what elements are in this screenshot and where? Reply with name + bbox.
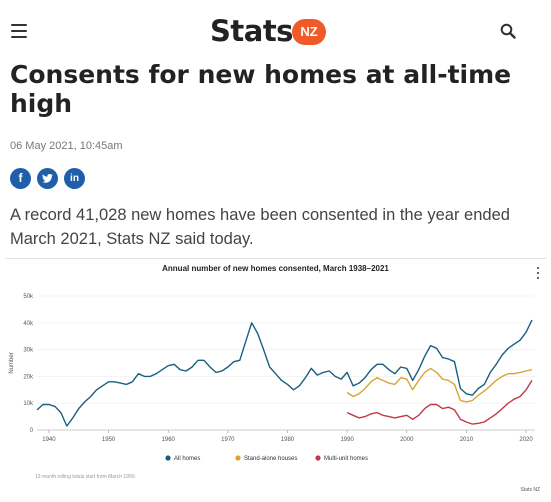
facebook-share-button[interactable]: f xyxy=(10,168,31,189)
y-tick-label: 30k xyxy=(23,348,34,354)
x-tick-label: 1960 xyxy=(162,437,176,443)
x-tick-label: 1980 xyxy=(281,437,295,443)
line-chart: 0 10k 20k 30k 40k 50k 1940 1950 1960 1970 1980 1990… xyxy=(9,294,535,462)
y-tick-label: 10k xyxy=(23,401,34,407)
x-tick-label: 1970 xyxy=(221,437,235,443)
series-line-stand-alone-houses xyxy=(346,367,533,403)
twitter-icon xyxy=(42,172,53,186)
y-tick-label: 40k xyxy=(23,321,34,327)
hamburger-menu-icon[interactable] xyxy=(11,24,27,38)
chart-title: Annual number of new homes consented, Ma… xyxy=(162,264,389,273)
x-tick-label: 1940 xyxy=(42,437,56,443)
site-header: Stats NZ xyxy=(0,0,551,62)
x-tick-label: 2000 xyxy=(400,437,414,443)
legend-label: Stand-alone houses xyxy=(244,456,297,462)
lead-paragraph: A record 41,028 new homes have been cons… xyxy=(10,206,510,248)
legend-label: Multi-unit homes xyxy=(324,456,368,462)
twitter-share-button[interactable] xyxy=(37,168,58,189)
chart-note: 12-month rolling totals start from March… xyxy=(35,474,136,480)
legend-marker xyxy=(315,455,321,461)
logo-wordmark: Stats xyxy=(210,14,293,48)
facebook-icon: f xyxy=(18,171,23,185)
linkedin-icon: in xyxy=(70,173,79,184)
page-title: Consents for new homes at all-time high xyxy=(10,60,512,118)
series-line-all-homes xyxy=(36,319,533,427)
y-axis-label: Number xyxy=(9,352,15,373)
x-tick-label: 1950 xyxy=(102,437,116,443)
x-tick-label: 2010 xyxy=(460,437,474,443)
linkedin-share-button[interactable]: in xyxy=(64,168,85,189)
chart-credit: Stats NZ xyxy=(520,487,540,493)
search-icon[interactable] xyxy=(500,23,516,39)
legend-marker xyxy=(235,455,241,461)
more-options-icon[interactable] xyxy=(535,267,541,279)
logo-badge: NZ xyxy=(292,19,326,45)
legend-marker xyxy=(165,455,171,461)
legend-label: All homes xyxy=(174,456,200,462)
chart-card: Annual number of new homes consented, Ma… xyxy=(5,258,546,499)
x-tick-label: 1990 xyxy=(340,437,354,443)
y-tick-label: 0 xyxy=(30,428,34,434)
x-tick-label: 2020 xyxy=(519,437,533,443)
y-tick-label: 20k xyxy=(23,374,34,380)
series-line-multi-unit-homes xyxy=(346,380,533,425)
publish-date: 06 May 2021, 10:45am xyxy=(10,140,123,152)
y-tick-label: 50k xyxy=(23,294,34,300)
